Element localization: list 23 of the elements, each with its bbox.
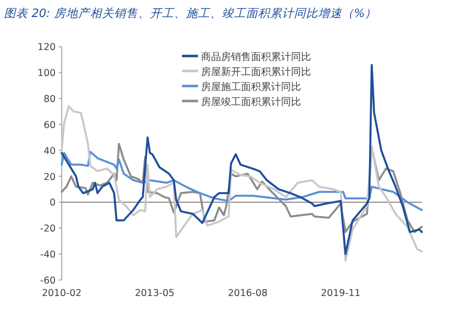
legend-label: 房屋竣工面积累计同比 <box>201 96 301 108</box>
chart-title: 图表 20: 房地产相关销售、开工、施工、竣工面积累计同比增速（%） <box>4 6 377 20</box>
y-tick-label: 60 <box>44 120 56 131</box>
x-tick-label: 2010-02 <box>42 288 82 299</box>
y-tick-label: 100 <box>38 68 56 80</box>
x-tick-label: 2019-11 <box>320 288 361 299</box>
line-series <box>60 105 423 262</box>
y-tick-label: -20 <box>40 224 56 235</box>
legend-label: 房屋施工面积累计同比 <box>201 81 301 93</box>
y-tick-label: 20 <box>44 172 56 183</box>
line-series <box>60 64 423 256</box>
legend-label: 商品房销售面积累计同比 <box>201 51 311 63</box>
y-tick-label: 0 <box>50 198 56 209</box>
y-tick-label: 120 <box>38 42 56 54</box>
y-tick-label: -40 <box>40 250 56 261</box>
x-tick-label: 2013-05 <box>134 288 175 299</box>
y-tick-label: 40 <box>44 146 56 157</box>
legend-label: 房屋新开工面积累计同比 <box>201 66 311 78</box>
y-tick-label: 80 <box>44 94 56 106</box>
x-tick-label: 2016-08 <box>228 288 268 299</box>
y-tick-label: -60 <box>40 276 56 286</box>
line-series <box>60 142 423 234</box>
line-series <box>60 150 423 212</box>
